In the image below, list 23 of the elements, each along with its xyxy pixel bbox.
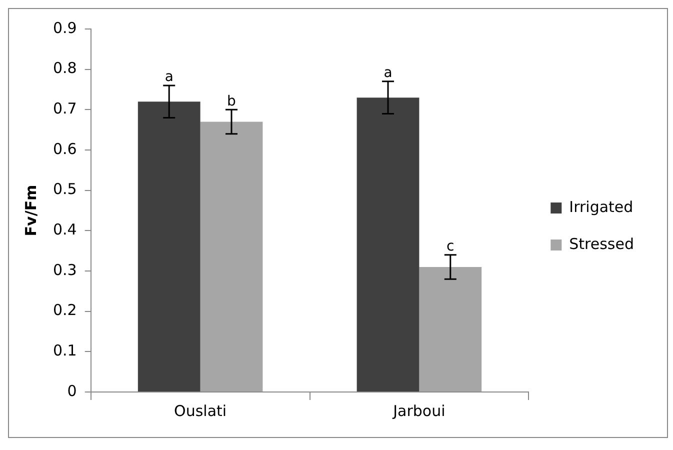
annotation: a: [384, 65, 392, 82]
y-tick-label: 0.4: [52, 220, 77, 239]
bar: [356, 98, 420, 392]
y-tick-label: 0.7: [52, 100, 77, 118]
y-tick-label: 0.9: [52, 18, 77, 37]
x-tick-label: Ouslati: [174, 402, 227, 420]
bar: [200, 122, 263, 392]
bar: [138, 102, 200, 392]
bar: [419, 266, 482, 392]
annotation: b: [227, 93, 236, 110]
y-tick-label: 0.2: [52, 301, 77, 320]
x-tick-label: Jarboui: [392, 402, 446, 420]
annotation: c: [446, 238, 454, 255]
y-tick-label: 0.8: [52, 59, 77, 78]
legend-label: Stressed: [569, 234, 634, 253]
y-tick-label: 0.6: [52, 140, 77, 158]
legend-label: Irrigated: [569, 198, 634, 216]
y-axis-title: Fv/Fm: [22, 184, 40, 236]
y-tick-label: 0: [67, 382, 77, 400]
y-tick-label: 0.3: [52, 260, 77, 279]
y-tick-label: 0.1: [52, 342, 77, 360]
y-tick-label: 0.5: [52, 180, 77, 198]
annotation: a: [164, 69, 174, 86]
